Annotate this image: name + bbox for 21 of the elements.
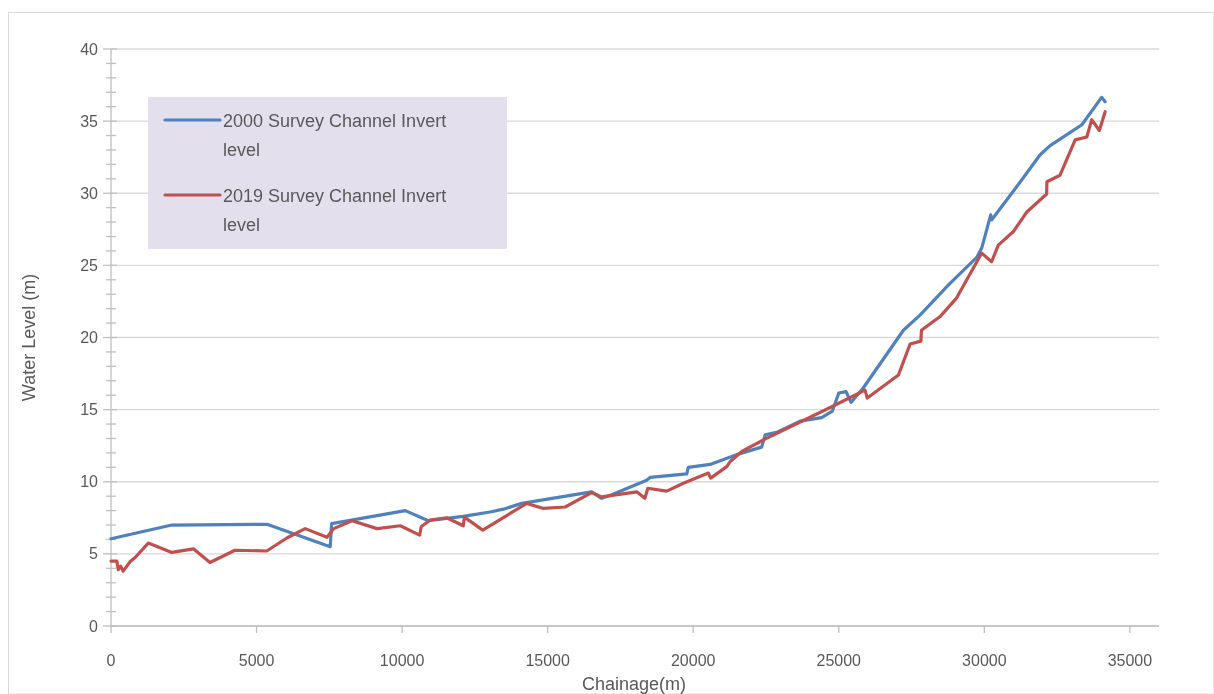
legend-label: 2000 Survey Channel Invert level (223, 111, 447, 160)
y-axis-title: Water Level (m) (19, 273, 39, 402)
y-tick-label: 0 (89, 617, 99, 635)
y-tick-label: 35 (80, 112, 99, 130)
y-tick-label: 10 (80, 473, 99, 491)
legend-label: 2019 Survey Channel Invert level (223, 186, 447, 235)
x-tick-label: 30000 (962, 652, 1007, 669)
x-tick-label: 15000 (525, 652, 571, 669)
y-tick-label: 20 (80, 329, 99, 347)
x-tick-label: 20000 (670, 652, 716, 669)
y-tick-label: 15 (80, 401, 99, 419)
y-tick-label: 25 (80, 256, 99, 274)
x-tick-label: 35000 (1107, 652, 1153, 669)
x-tick-label: 0 (106, 652, 116, 669)
y-tick-label: 5 (89, 545, 99, 563)
x-tick-label: 25000 (816, 652, 862, 669)
x-tick-label: 10000 (379, 652, 425, 669)
x-axis-title: Chainage(m) (581, 674, 687, 694)
x-tick-label: 5000 (238, 652, 275, 669)
y-tick-label: 40 (80, 40, 99, 58)
y-tick-label: 30 (80, 184, 99, 202)
